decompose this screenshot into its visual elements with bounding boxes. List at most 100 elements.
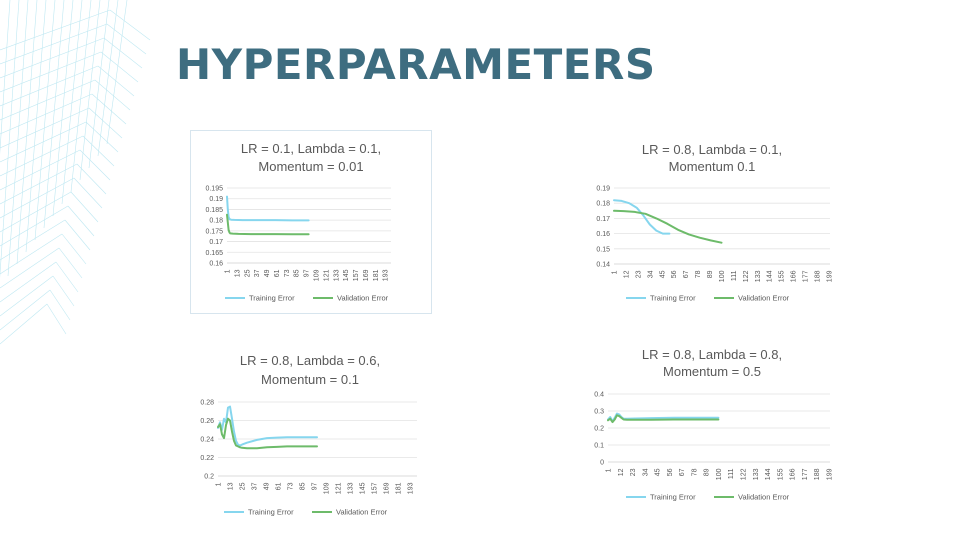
- x-tick-label: 1: [612, 270, 619, 274]
- x-tick-label: 166: [790, 468, 797, 480]
- x-tick-label: 193: [408, 482, 415, 494]
- x-tick-label: 25: [240, 482, 247, 490]
- x-tick-label: 45: [659, 270, 666, 278]
- x-tick-label: 109: [314, 269, 321, 281]
- x-tick-label: 144: [765, 468, 772, 480]
- chart-panel-3: LR = 0.8, Lambda = 0.6, Momentum = 0.1 0.2…: [190, 345, 430, 525]
- x-tick-label: 122: [740, 468, 747, 480]
- x-tick-label: 121: [323, 269, 330, 281]
- x-tick-label: 85: [294, 269, 301, 277]
- x-tick-label: 144: [767, 270, 774, 282]
- x-tick-label: 169: [384, 482, 391, 494]
- x-tick-label: 157: [372, 482, 379, 494]
- x-tick-label: 166: [791, 270, 798, 282]
- x-tick-label: 85: [300, 482, 307, 490]
- x-tick-label: 181: [396, 482, 403, 494]
- y-tick-label: 0.28: [200, 400, 214, 407]
- x-tick-label: 49: [264, 269, 271, 277]
- y-tick-label: 0.19: [596, 186, 610, 193]
- x-tick-label: 97: [304, 269, 311, 277]
- x-tick-label: 133: [333, 269, 340, 281]
- chart-title-line: LR = 0.8, Lambda = 0.1,: [642, 142, 782, 157]
- chart-title-line: Momentum = 0.1: [261, 372, 359, 387]
- x-tick-label: 61: [274, 269, 281, 277]
- legend-label: Training Error: [650, 493, 696, 502]
- validation-error-line: [226, 213, 310, 236]
- x-tick-label: 34: [647, 270, 654, 278]
- x-tick-label: 122: [743, 270, 750, 282]
- x-tick-label: 56: [667, 468, 674, 476]
- x-tick-label: 109: [324, 482, 331, 494]
- x-tick-label: 89: [704, 468, 711, 476]
- wireframe-decoration: [0, 0, 151, 345]
- x-tick-label: 13: [234, 269, 241, 277]
- x-tick-label: 12: [623, 270, 630, 278]
- x-tick-label: 49: [264, 482, 271, 490]
- y-tick-label: 0.16: [209, 261, 223, 268]
- x-tick-label: 157: [353, 269, 360, 281]
- x-tick-label: 89: [707, 270, 714, 278]
- chart-title-line: Momentum = 0.01: [258, 159, 363, 174]
- legend-label: Validation Error: [738, 294, 790, 303]
- x-tick-label: 97: [312, 482, 319, 490]
- chart-panel-4: LR = 0.8, Lambda = 0.8, Momentum = 0.5 0.4…: [586, 338, 838, 518]
- x-tick-label: 188: [814, 468, 821, 480]
- x-tick-label: 133: [755, 270, 762, 282]
- x-tick-label: 37: [254, 269, 261, 277]
- legend-label: Training Error: [650, 294, 696, 303]
- x-tick-label: 145: [343, 269, 350, 281]
- x-tick-label: 1: [225, 269, 232, 273]
- validation-error-line: [607, 414, 720, 424]
- line-chart-3: LR = 0.8, Lambda = 0.6, Momentum = 0.1 0.2…: [200, 353, 417, 517]
- y-tick-label: 0.18: [209, 218, 223, 225]
- x-tick-label: 199: [826, 270, 833, 282]
- x-tick-label: 67: [683, 270, 690, 278]
- y-tick-label: 0.195: [205, 186, 223, 193]
- chart-panel-2: LR = 0.8, Lambda = 0.1, Momentum 0.1 0.19 0…: [586, 130, 838, 310]
- chart-title-line: LR = 0.1, Lambda = 0.1,: [241, 141, 381, 156]
- y-tick-label: 0.165: [205, 250, 223, 257]
- x-tick-label: 37: [252, 482, 259, 490]
- chart-title-line: Momentum 0.1: [669, 159, 756, 174]
- x-tick-label: 23: [630, 468, 637, 476]
- training-error-line: [613, 199, 671, 235]
- chart-panel-1: LR = 0.1, Lambda = 0.1, Momentum = 0.01 0.…: [190, 130, 432, 314]
- y-tick-label: 0.4: [594, 392, 604, 399]
- training-error-line: [217, 405, 318, 447]
- legend-label: Validation Error: [738, 493, 790, 502]
- y-tick-label: 0.26: [200, 418, 214, 425]
- y-tick-label: 0.18: [596, 201, 610, 208]
- x-tick-label: 111: [731, 270, 738, 281]
- x-tick-label: 45: [655, 468, 662, 476]
- x-tick-label: 121: [336, 482, 343, 494]
- x-tick-label: 133: [348, 482, 355, 494]
- x-tick-label: 56: [671, 270, 678, 278]
- validation-error-line: [613, 209, 723, 244]
- y-tick-label: 0.15: [596, 246, 610, 253]
- y-tick-label: 0.19: [209, 196, 223, 203]
- line-chart-2: LR = 0.8, Lambda = 0.1, Momentum 0.1 0.19 0…: [596, 142, 833, 303]
- x-tick-label: 193: [383, 269, 390, 281]
- x-tick-label: 1: [216, 482, 223, 486]
- legend-label: Validation Error: [336, 508, 388, 517]
- training-error-line: [226, 195, 310, 222]
- y-tick-label: 0: [600, 460, 604, 467]
- x-tick-label: 73: [284, 269, 291, 277]
- x-tick-label: 111: [728, 468, 735, 479]
- y-tick-label: 0.3: [594, 409, 604, 416]
- x-tick-label: 67: [679, 468, 686, 476]
- y-tick-label: 0.2: [594, 426, 604, 433]
- x-tick-label: 100: [719, 270, 726, 282]
- x-tick-label: 155: [779, 270, 786, 282]
- x-tick-label: 73: [288, 482, 295, 490]
- y-tick-label: 0.16: [596, 231, 610, 238]
- x-tick-label: 133: [753, 468, 760, 480]
- y-tick-label: 0.14: [596, 262, 610, 269]
- x-tick-label: 169: [363, 269, 370, 281]
- x-tick-label: 100: [716, 468, 723, 480]
- x-tick-label: 199: [826, 468, 833, 480]
- chart-title-line: LR = 0.8, Lambda = 0.8,: [642, 347, 782, 362]
- y-tick-label: 0.175: [205, 228, 223, 235]
- x-tick-label: 12: [618, 468, 625, 476]
- chart-title-line: Momentum = 0.5: [663, 364, 761, 379]
